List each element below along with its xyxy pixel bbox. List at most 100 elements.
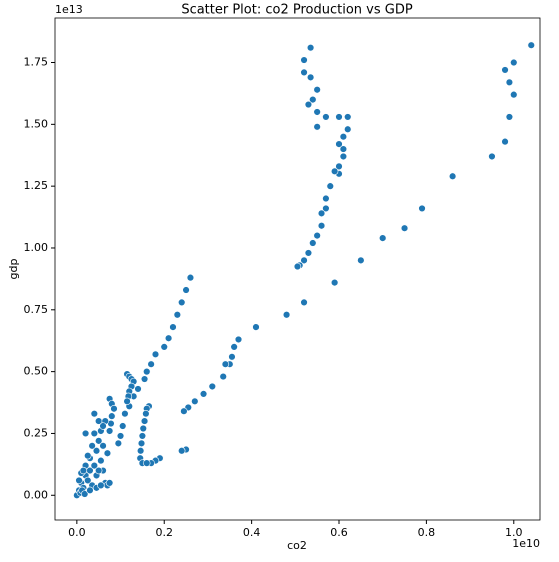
point [282, 311, 291, 319]
point [488, 152, 496, 161]
point [164, 334, 173, 342]
point [151, 350, 160, 359]
point [300, 68, 308, 77]
point [330, 278, 339, 287]
point [147, 360, 155, 368]
point [139, 424, 147, 433]
point [99, 422, 107, 430]
point [344, 113, 352, 121]
point [103, 449, 112, 457]
point [330, 167, 339, 176]
point [313, 86, 321, 94]
point [339, 152, 348, 161]
point [94, 437, 103, 445]
x-tick-label: 0.6 [330, 526, 348, 539]
point [317, 222, 326, 230]
y-tick-label: 0.25 [24, 426, 49, 439]
x-offset-label: 1e10 [512, 537, 540, 550]
y-tick-label: 1.00 [24, 241, 49, 254]
y-tick-label: 1.75 [24, 56, 49, 69]
point [335, 113, 343, 121]
point [105, 427, 114, 435]
point [173, 311, 182, 319]
point [108, 412, 116, 420]
point [379, 234, 387, 242]
point [191, 397, 199, 406]
point [84, 476, 92, 485]
point [140, 375, 149, 383]
x-tick-label: 0.0 [68, 526, 86, 539]
point [88, 442, 96, 450]
y-tick-label: 1.25 [24, 179, 49, 192]
point [304, 100, 313, 109]
point [182, 286, 190, 294]
x-tick-label: 0.2 [155, 526, 173, 539]
point [335, 162, 343, 171]
point [84, 452, 92, 460]
point [501, 66, 509, 74]
point [160, 343, 168, 351]
point [105, 479, 114, 487]
point [306, 43, 315, 52]
point [501, 137, 509, 146]
point [180, 407, 188, 415]
point [178, 298, 186, 307]
x-tick-label: 0.4 [243, 526, 261, 539]
point [110, 405, 118, 413]
x-tick-label: 1.0 [505, 526, 523, 539]
point [97, 481, 105, 490]
point [140, 417, 149, 425]
point [344, 125, 352, 133]
point [418, 204, 426, 213]
x-tick-label: 0.8 [418, 526, 436, 539]
point [90, 461, 99, 470]
point [300, 56, 308, 64]
point [510, 90, 518, 99]
point [306, 73, 315, 82]
point [79, 466, 88, 475]
chart-title: Scatter Plot: co2 Production vs GDP [181, 3, 413, 18]
point [505, 113, 514, 121]
point [199, 390, 208, 398]
point [136, 447, 145, 455]
x-axis-label: co2 [287, 539, 307, 552]
plot-frame [54, 17, 541, 521]
y-tick-label: 1.50 [24, 117, 49, 130]
point [300, 256, 308, 265]
y-offset-label: 1e13 [55, 3, 83, 16]
point [304, 249, 313, 257]
point [293, 262, 302, 271]
point [326, 182, 334, 190]
point [313, 108, 321, 116]
point [228, 353, 236, 361]
point [527, 41, 535, 49]
point [123, 397, 131, 406]
point [90, 409, 99, 418]
y-tick-label: 0.00 [24, 488, 49, 501]
point [186, 273, 195, 282]
point [448, 172, 457, 180]
point [339, 132, 348, 141]
point [143, 367, 151, 376]
point [75, 476, 83, 485]
point [357, 256, 365, 265]
point [221, 360, 230, 368]
point [505, 78, 514, 86]
point [219, 372, 227, 381]
point [300, 298, 308, 307]
point [114, 439, 123, 448]
point [208, 382, 216, 391]
y-tick-label: 0.50 [24, 365, 49, 378]
point [322, 204, 330, 213]
point [134, 385, 142, 393]
point [86, 486, 94, 495]
point [137, 439, 146, 448]
point [99, 442, 107, 450]
point [116, 432, 125, 440]
point [90, 429, 99, 438]
point [322, 194, 330, 203]
point [313, 231, 321, 240]
point [142, 409, 150, 418]
